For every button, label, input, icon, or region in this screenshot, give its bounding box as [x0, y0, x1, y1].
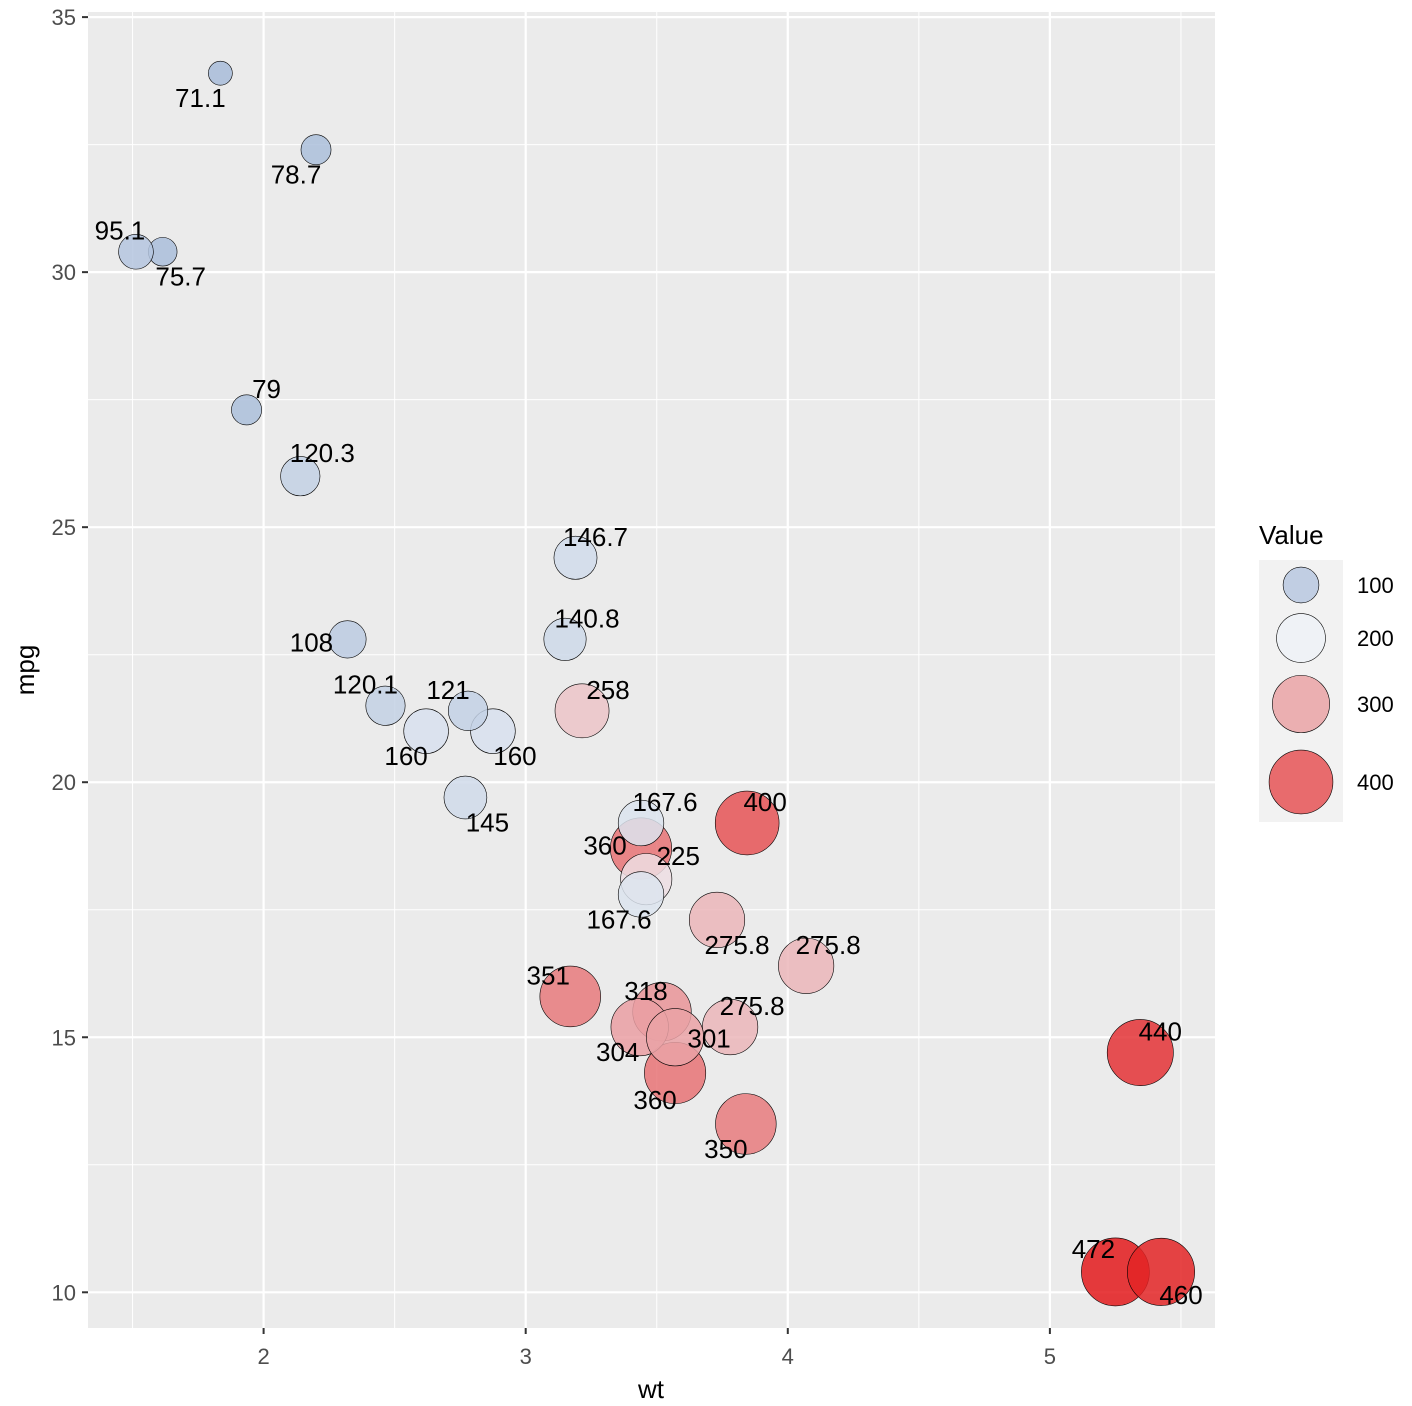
- y-tick-label: 25: [52, 515, 76, 540]
- data-point: [300, 134, 332, 166]
- point-label: 400: [743, 787, 786, 817]
- data-point: [689, 891, 746, 948]
- data-point: [543, 617, 587, 661]
- major-gridlines: [88, 12, 1215, 1328]
- minor-gridlines: [88, 12, 1215, 1328]
- point-label: 79: [252, 374, 281, 404]
- legend-key-swatch: [1268, 749, 1334, 815]
- point-label: 301: [687, 1023, 730, 1053]
- point-label: 160: [493, 741, 536, 771]
- data-point: [714, 790, 780, 856]
- point-label: 351: [527, 960, 570, 990]
- data-point: [328, 620, 367, 659]
- point-label: 121: [426, 675, 469, 705]
- y-tick-label: 35: [52, 5, 76, 30]
- data-point: [443, 775, 488, 820]
- x-tick-label: 5: [1044, 1344, 1056, 1369]
- point-label: 360: [583, 831, 626, 861]
- point-label: 71.1: [175, 83, 226, 113]
- x-tick-label: 2: [257, 1344, 269, 1369]
- point-label: 275.8: [720, 991, 785, 1021]
- legend-key-label: 200: [1357, 626, 1394, 651]
- point-label: 167.6: [632, 787, 697, 817]
- data-point: [1127, 1237, 1195, 1306]
- point-label: 460: [1159, 1280, 1202, 1310]
- y-tick-label: 15: [52, 1025, 76, 1050]
- y-tick-label: 20: [52, 770, 76, 795]
- point-label: 108: [290, 627, 333, 657]
- axis-ticks: [82, 16, 1051, 1334]
- legend: Value 100 200 300 400: [1259, 520, 1394, 822]
- data-point: [403, 708, 449, 754]
- data-point: [539, 965, 601, 1028]
- point-label: 472: [1072, 1234, 1115, 1264]
- point-labels: 160 160 108 258 360 225 360 146.7 140.8 167.6 167.…: [95, 83, 1203, 1310]
- legend-keys: 100 200 300 400: [1268, 566, 1394, 815]
- legend-key-label: 100: [1357, 573, 1394, 598]
- y-axis-title: mpg: [10, 645, 40, 696]
- legend-key-label: 300: [1357, 692, 1394, 717]
- point-label: 140.8: [554, 603, 619, 633]
- y-tick-label: 10: [52, 1280, 76, 1305]
- data-point: [280, 456, 321, 497]
- point-label: 146.7: [563, 522, 628, 552]
- data-point: [1106, 1019, 1174, 1086]
- point-label: 78.7: [271, 160, 322, 190]
- point-label: 167.6: [586, 904, 651, 934]
- point-label: 350: [704, 1134, 747, 1164]
- legend-key-label: 400: [1357, 770, 1394, 795]
- data-point: [208, 60, 233, 86]
- data-point: [447, 690, 489, 731]
- y-tick-label: 30: [52, 260, 76, 285]
- data-point: [365, 685, 406, 726]
- data-point: [778, 937, 835, 994]
- axis-tick-labels: 2 3 4 5 10 15 20 25 30 35: [52, 5, 1056, 1369]
- point-label: 304: [596, 1037, 639, 1067]
- point-label: 75.7: [155, 262, 206, 292]
- plot-panel: [88, 12, 1215, 1328]
- point-label: 95.1: [95, 216, 146, 246]
- data-point: [554, 683, 610, 739]
- data-point: [715, 1093, 777, 1155]
- legend-key-swatch: [1272, 675, 1330, 733]
- point-label: 440: [1139, 1017, 1182, 1047]
- legend-key-swatch: [1282, 566, 1320, 604]
- x-axis-title: wt: [637, 1374, 665, 1404]
- data-point: [646, 1008, 705, 1067]
- data-point: [553, 535, 598, 580]
- point-label: 275.8: [796, 930, 861, 960]
- data-point: [231, 394, 262, 426]
- x-tick-label: 3: [520, 1344, 532, 1369]
- data-point: [617, 799, 665, 847]
- data-point: [702, 999, 759, 1056]
- x-tick-label: 4: [782, 1344, 794, 1369]
- point-label: 120.3: [290, 438, 355, 468]
- legend-title: Value: [1259, 520, 1324, 550]
- data-point: [118, 234, 154, 270]
- legend-key-swatch: [1276, 613, 1326, 663]
- point-label: 145: [466, 808, 509, 838]
- point-label: 160: [384, 741, 427, 771]
- point-label: 360: [633, 1085, 676, 1115]
- point-label: 120.1: [333, 670, 398, 700]
- data-points: [118, 60, 1195, 1307]
- point-label: 258: [586, 675, 629, 705]
- data-point: [617, 871, 665, 918]
- point-label: 275.8: [704, 930, 769, 960]
- point-label: 225: [657, 841, 700, 871]
- point-label: 318: [624, 976, 667, 1006]
